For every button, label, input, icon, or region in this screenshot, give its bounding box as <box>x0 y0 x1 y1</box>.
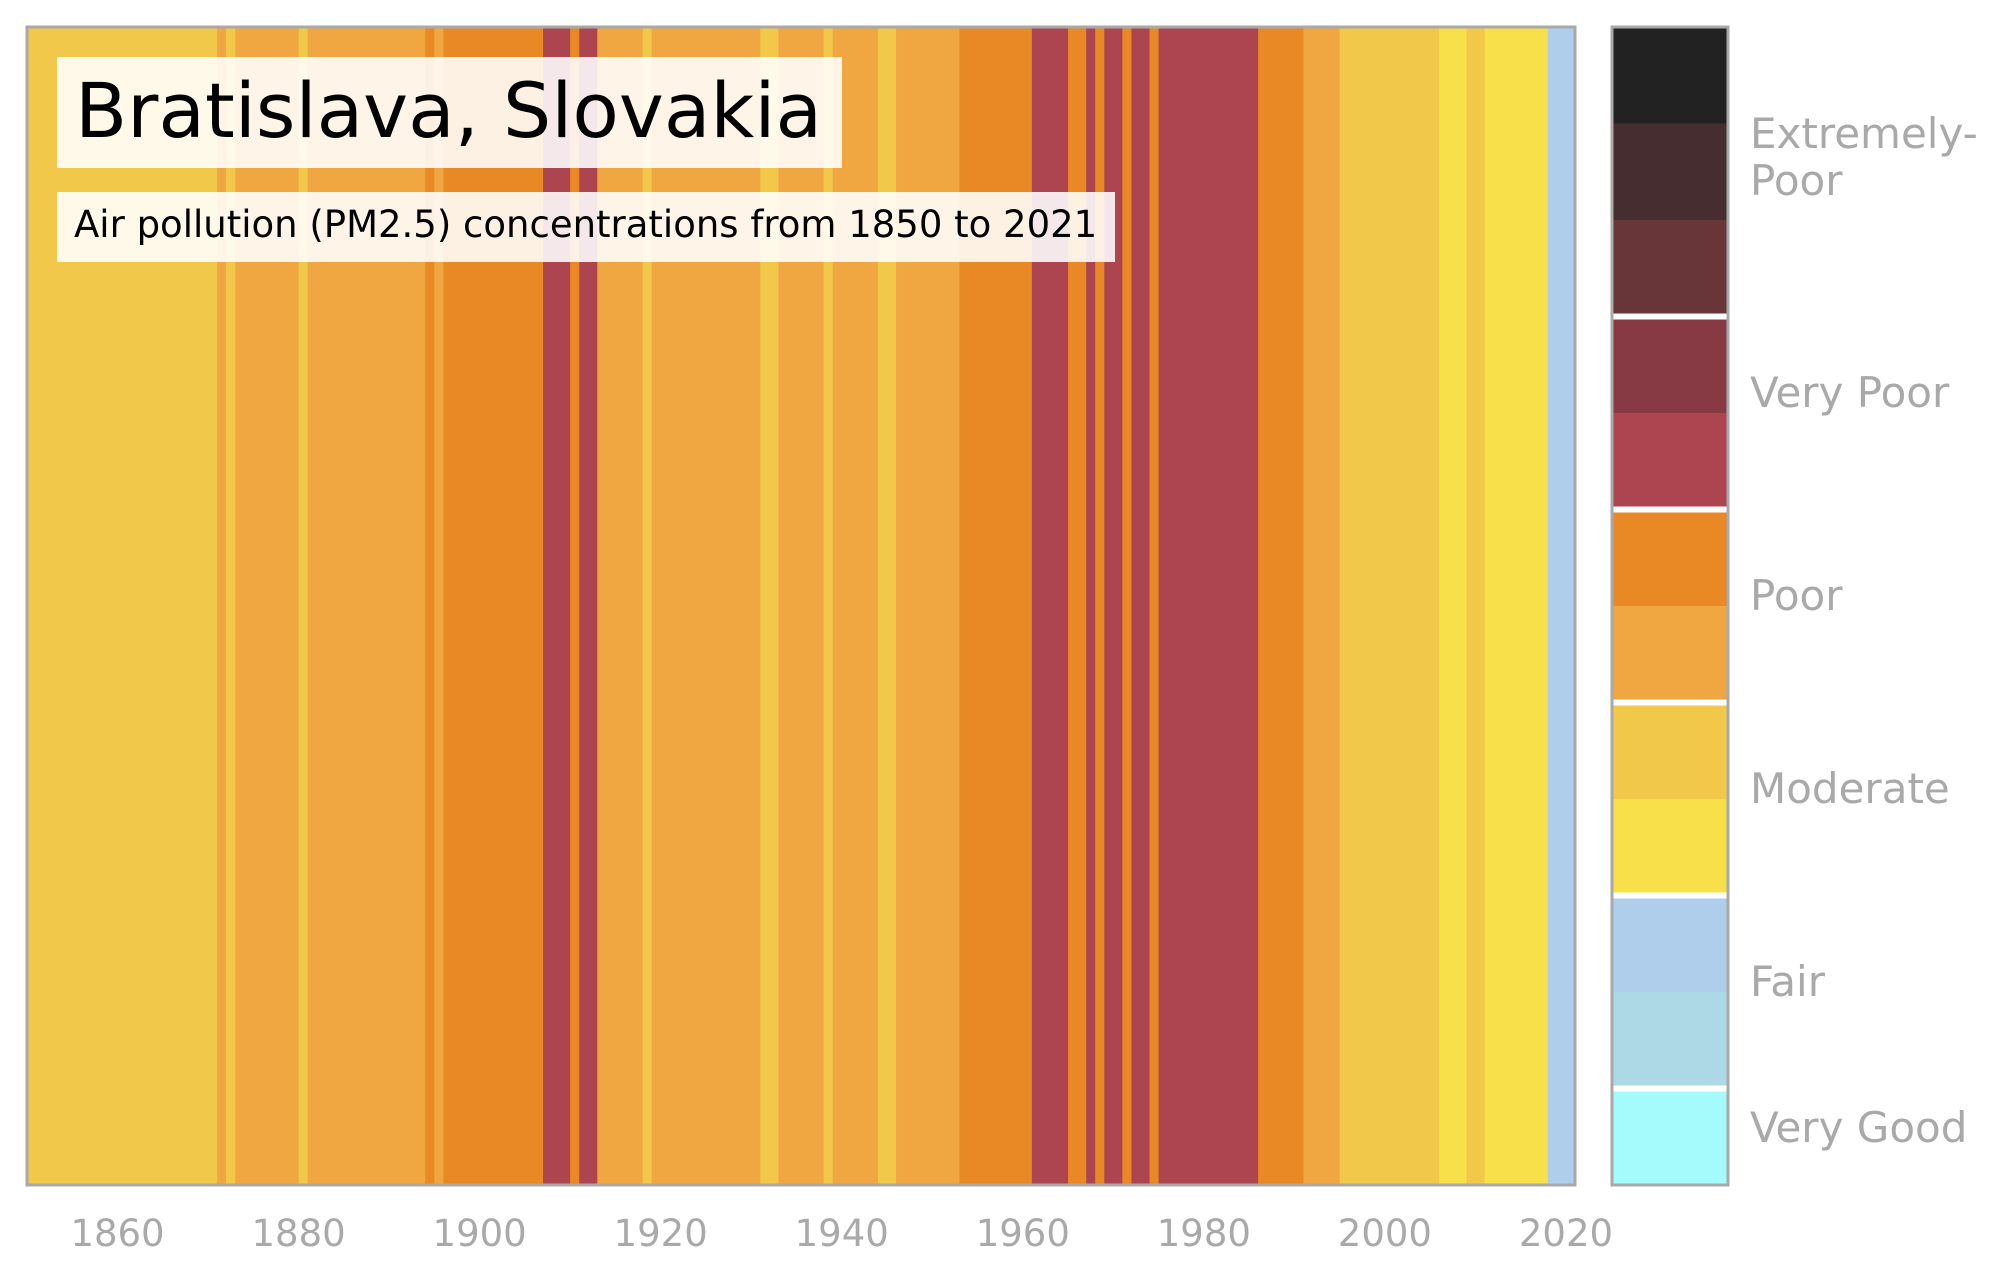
chart-title: Bratislava, Slovakia <box>57 57 843 168</box>
legend-swatch-moderate-light <box>1612 799 1728 897</box>
plot-frame <box>25 25 1577 1187</box>
stripe-1986 <box>1258 27 1305 1185</box>
legend-swatch-poor-light <box>1612 606 1728 704</box>
legend-label-extremely-poor: Extremely-Poor <box>1750 109 1978 205</box>
stripe-2009 <box>1466 27 1486 1185</box>
legend-label-very-poor: Very Poor <box>1750 368 1950 417</box>
stripe-1972 <box>1131 27 1151 1185</box>
legend-separator <box>1612 1085 1728 1092</box>
legend-swatch-poor <box>1612 509 1728 607</box>
stripe-1872 <box>226 27 236 1185</box>
x-tick-label: 2020 <box>1519 1212 1613 1255</box>
stripe-1871 <box>217 27 227 1185</box>
legend-swatch-fair <box>1612 895 1728 993</box>
x-tick-label: 1900 <box>433 1212 527 1255</box>
stripe-1995 <box>1339 27 1440 1185</box>
chart-subtitle: Air pollution (PM2.5) concentrations fro… <box>57 192 1116 263</box>
stripe-1969 <box>1104 27 1123 1185</box>
stripe-1968 <box>1095 27 1105 1185</box>
stripe-1880 <box>298 27 309 1185</box>
legend-separator <box>1612 313 1728 320</box>
stripe-1967 <box>1086 27 1096 1185</box>
legend-label-fair: Fair <box>1750 957 1826 1006</box>
legend-swatch-extremely-poor-light <box>1612 220 1728 318</box>
stripe-1911 <box>579 27 598 1185</box>
legend-label-poor: Poor <box>1750 571 1843 620</box>
stripe-1975 <box>1158 27 1259 1185</box>
stripe-1895 <box>434 27 445 1185</box>
stripe-1910 <box>570 27 580 1185</box>
legend-swatch-fair-light <box>1612 992 1728 1090</box>
stripe-2006 <box>1439 27 1467 1185</box>
legend-separator <box>1612 699 1728 706</box>
stripe-1944 <box>877 27 897 1185</box>
x-axis-ticks: 1860 1880 1900 1920 1940 1960 1980 2000 2020 <box>70 1212 1613 1255</box>
legend-swatch-extremely-poor <box>1612 27 1728 125</box>
legend-frame <box>1610 25 1730 1187</box>
stripe-1938 <box>823 27 834 1185</box>
legend-swatch-very-poor <box>1612 316 1728 414</box>
x-tick-label: 1940 <box>795 1212 889 1255</box>
legend-label-very-good: Very Good <box>1750 1103 1967 1152</box>
stripe-1974 <box>1149 27 1160 1185</box>
legend-separator <box>1612 506 1728 513</box>
stripe-1965 <box>1068 27 1087 1185</box>
stripe-1971 <box>1122 27 1133 1185</box>
legend-separator <box>1612 892 1728 899</box>
x-tick-label: 1960 <box>976 1212 1070 1255</box>
stripe-2018 <box>1547 27 1576 1185</box>
x-tick-label: 1860 <box>70 1212 164 1255</box>
stripe-1931 <box>760 27 779 1185</box>
legend-swatch-moderate <box>1612 702 1728 800</box>
legend-swatch-very-poor-light <box>1612 413 1728 511</box>
legend-label-moderate: Moderate <box>1750 764 1950 813</box>
stripe-2011 <box>1484 27 1549 1185</box>
stripe-1918 <box>642 27 653 1185</box>
legend-swatch-very-good <box>1612 1088 1728 1186</box>
stripe-1991 <box>1303 27 1341 1185</box>
legend: Extremely-Poor Very Poor Poor Moderate Fair V… <box>1612 27 1978 1186</box>
x-tick-label: 1980 <box>1157 1212 1251 1255</box>
x-tick-label: 1920 <box>614 1212 708 1255</box>
stripe-1894 <box>425 27 435 1185</box>
x-tick-label: 2000 <box>1338 1212 1432 1255</box>
x-tick-label: 1880 <box>251 1212 345 1255</box>
legend-swatch-extremely-poor-mid <box>1612 123 1728 221</box>
